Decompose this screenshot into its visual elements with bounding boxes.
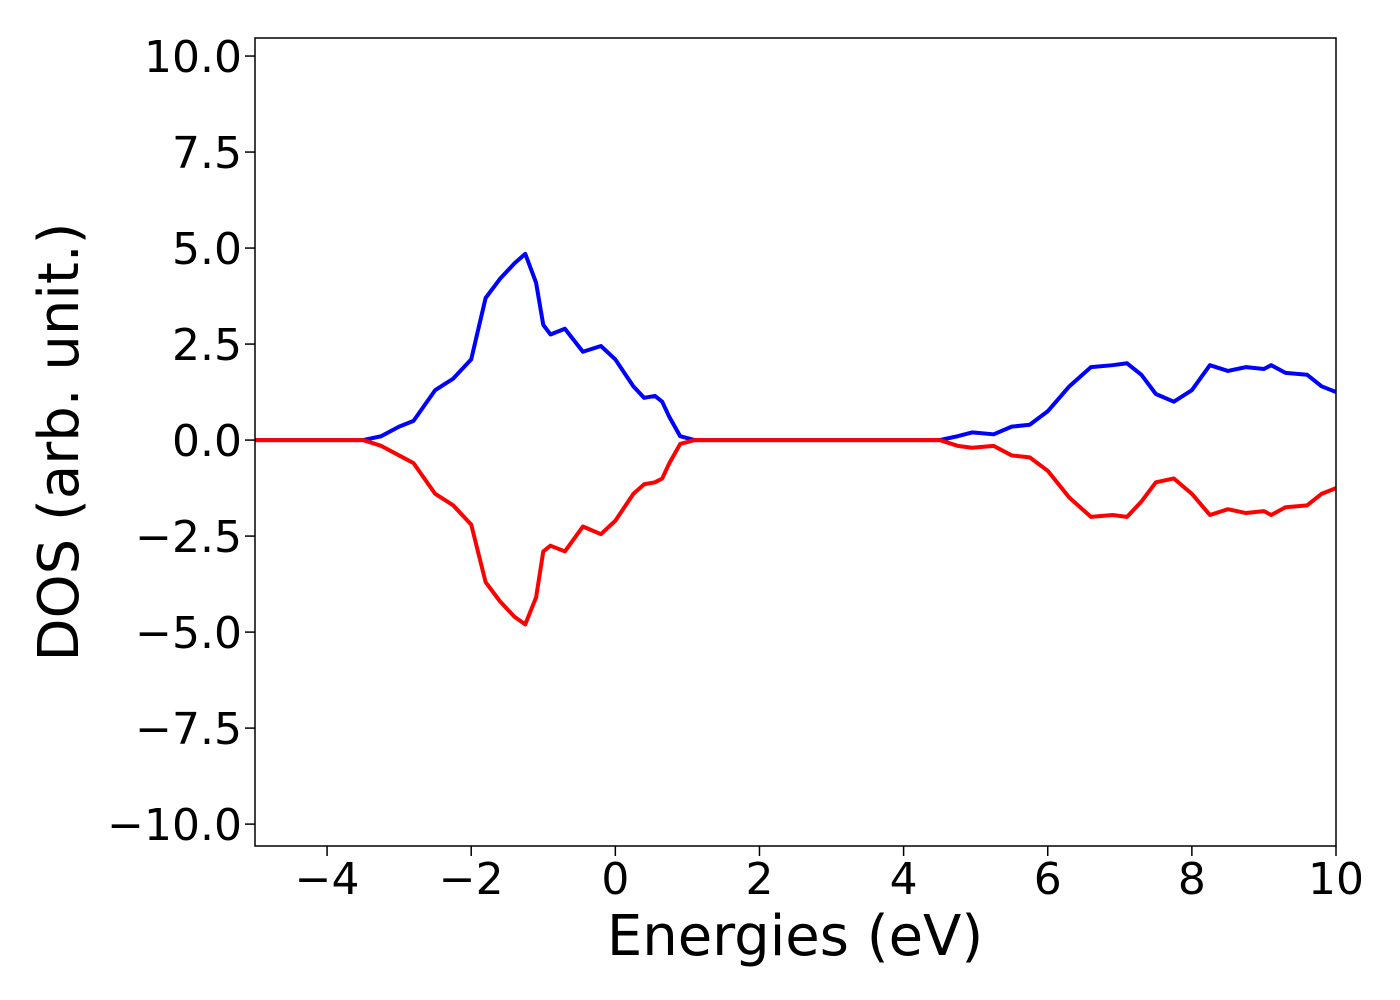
y-tick-label: −10.0 [107,800,242,851]
y-tick-label: 2.5 [172,320,242,371]
data-line [255,438,1336,627]
y-tick-label: −7.5 [135,704,242,755]
x-tick-label: −4 [295,854,360,905]
x-axis-label: Energies (eV) [607,904,983,969]
x-tick-label: 8 [1178,854,1206,905]
x-tick-label: 6 [1034,854,1062,905]
x-tick-label: 0 [601,854,629,905]
y-tick-label: 5.0 [172,224,242,275]
y-tick-label: −5.0 [135,608,242,659]
y-tick-label: 7.5 [172,128,242,179]
data-line [255,251,1336,443]
plot-frame [254,37,1337,847]
y-axis-label: DOS (arb. unit.) [27,222,92,661]
y-tick-label: 10.0 [144,32,242,83]
x-tick-label: 2 [745,854,773,905]
x-tick-label: −2 [439,854,504,905]
x-tick-label: 4 [890,854,918,905]
y-tick-label: 0.0 [172,416,242,467]
x-tick-label: 10 [1308,854,1364,905]
y-tick-label: −2.5 [135,512,242,563]
